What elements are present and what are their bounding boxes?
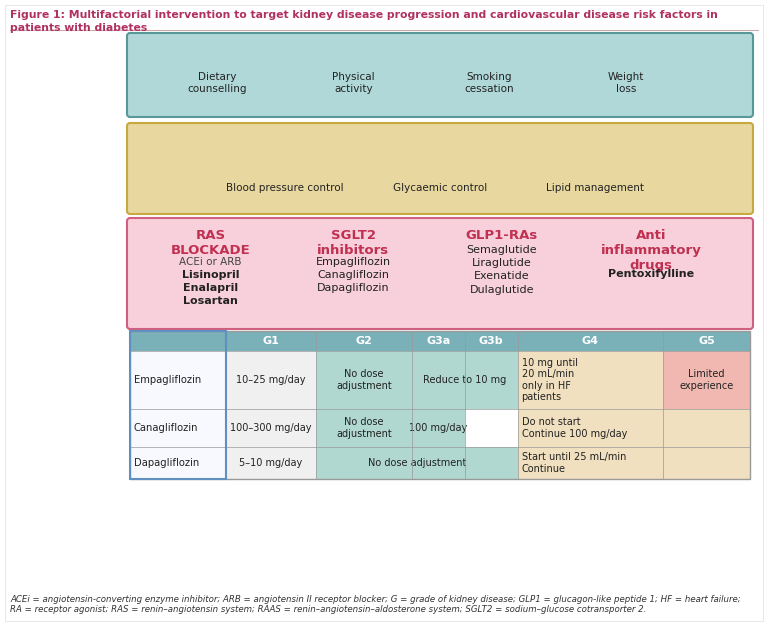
FancyBboxPatch shape (127, 123, 753, 214)
Bar (412, 409, 465, 447)
FancyBboxPatch shape (127, 218, 753, 329)
Text: Lisinopril
Enalapril
Losartan: Lisinopril Enalapril Losartan (182, 270, 240, 306)
Text: No dose
adjustment: No dose adjustment (336, 369, 392, 391)
Bar (130, 447, 226, 479)
Text: G2: G2 (356, 336, 372, 346)
Bar (130, 331, 226, 479)
Text: No dose adjustment: No dose adjustment (368, 458, 466, 468)
Text: Dietary
counselling: Dietary counselling (187, 73, 247, 94)
Bar (664, 351, 750, 409)
Text: ACEi or ARB: ACEi or ARB (180, 257, 242, 267)
Bar (130, 331, 750, 351)
Text: 10 mg until
20 mL/min
only in HF
patients: 10 mg until 20 mL/min only in HF patient… (521, 357, 578, 403)
Bar (412, 351, 465, 409)
Text: No dose
adjustment: No dose adjustment (336, 417, 392, 439)
Text: Empagliflozin
Canagliflozin
Dapagliflozin: Empagliflozin Canagliflozin Dapagliflozi… (316, 257, 391, 294)
Bar (130, 331, 750, 479)
Text: Start until 25 mL/min
Continue: Start until 25 mL/min Continue (521, 452, 626, 474)
Bar (226, 409, 316, 447)
Text: RAS
BLOCKADE: RAS BLOCKADE (170, 229, 250, 257)
Text: G3a: G3a (426, 336, 451, 346)
Bar (412, 447, 465, 479)
Text: G1: G1 (263, 336, 280, 346)
Text: Weight
loss: Weight loss (607, 73, 644, 94)
Text: Dapagliflozin: Dapagliflozin (134, 458, 199, 468)
Bar (518, 447, 664, 479)
Text: Blood pressure control: Blood pressure control (227, 183, 344, 193)
Text: Do not start
Continue 100 mg/day: Do not start Continue 100 mg/day (521, 417, 627, 439)
Bar (316, 447, 412, 479)
Text: 100 mg/day: 100 mg/day (409, 423, 468, 433)
Text: patients with diabetes: patients with diabetes (10, 23, 147, 33)
Text: Physical
activity: Physical activity (332, 73, 375, 94)
Bar (226, 447, 316, 479)
Bar (316, 409, 412, 447)
Text: GLP1-RAs: GLP1-RAs (466, 229, 538, 242)
Text: Canagliflozin: Canagliflozin (134, 423, 198, 433)
Text: Figure 1: Multifactorial intervention to target kidney disease progression and c: Figure 1: Multifactorial intervention to… (10, 10, 718, 20)
Bar (664, 447, 750, 479)
Text: Lipid management: Lipid management (546, 183, 644, 193)
Text: Glycaemic control: Glycaemic control (393, 183, 487, 193)
Text: ACEi = angiotensin-converting enzyme inhibitor; ARB = angiotensin II receptor bl: ACEi = angiotensin-converting enzyme inh… (10, 595, 740, 614)
Text: G5: G5 (698, 336, 715, 346)
Text: G4: G4 (582, 336, 599, 346)
Text: 100–300 mg/day: 100–300 mg/day (230, 423, 312, 433)
Text: SGLT2
inhibitors: SGLT2 inhibitors (317, 229, 389, 257)
Text: 5–10 mg/day: 5–10 mg/day (240, 458, 303, 468)
Bar (518, 409, 664, 447)
Bar (226, 351, 316, 409)
Bar (664, 409, 750, 447)
Text: G3b: G3b (478, 336, 504, 346)
Text: Anti
inflammatory
drugs: Anti inflammatory drugs (601, 229, 701, 272)
Text: 10–25 mg/day: 10–25 mg/day (237, 375, 306, 385)
Bar (465, 447, 518, 479)
Text: Empagliflozin: Empagliflozin (134, 375, 201, 385)
Bar (130, 351, 226, 409)
Text: Reduce to 10 mg: Reduce to 10 mg (423, 375, 506, 385)
Text: Pentoxifylline: Pentoxifylline (607, 269, 694, 279)
Text: Limited
experience: Limited experience (680, 369, 733, 391)
Bar (465, 351, 518, 409)
FancyBboxPatch shape (127, 33, 753, 117)
Text: Smoking
cessation: Smoking cessation (465, 73, 515, 94)
Bar (316, 351, 412, 409)
Text: Semaglutide
Liraglutide
Exenatide
Dulaglutide: Semaglutide Liraglutide Exenatide Dulagl… (467, 245, 538, 295)
Bar (518, 351, 664, 409)
Bar (130, 409, 226, 447)
